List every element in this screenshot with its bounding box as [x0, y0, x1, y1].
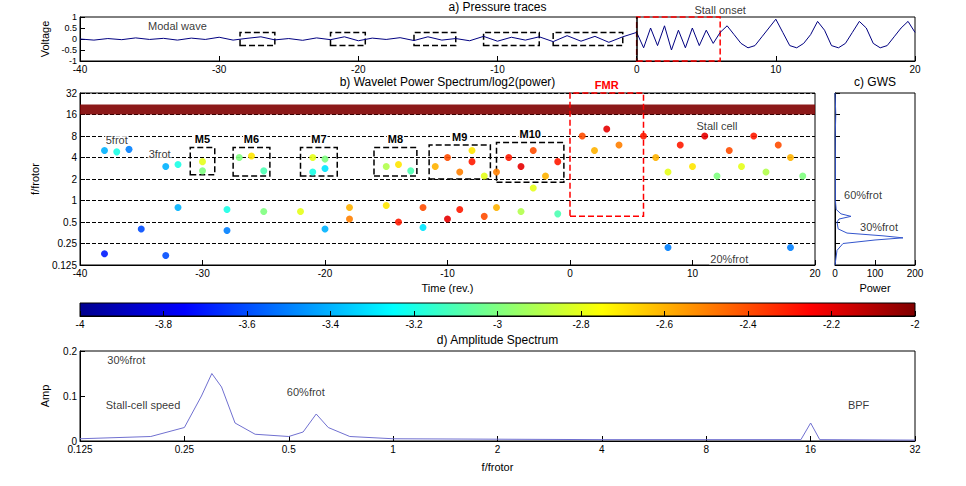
svg-text:-30: -30 — [212, 64, 227, 75]
svg-text:0.2: 0.2 — [63, 346, 77, 357]
svg-text:f/frotor: f/frotor — [482, 461, 514, 473]
svg-text:-10: -10 — [440, 268, 455, 279]
svg-text:-1: -1 — [69, 56, 77, 66]
svg-text:10: 10 — [687, 268, 699, 279]
svg-text:3frot: 3frot — [149, 148, 171, 160]
svg-text:0.125: 0.125 — [52, 259, 77, 271]
svg-text:16: 16 — [66, 109, 78, 120]
svg-text:d) Amplitude Spectrum: d) Amplitude Spectrum — [437, 333, 558, 347]
svg-text:0: 0 — [567, 268, 573, 279]
svg-text:16: 16 — [805, 444, 817, 455]
svg-text:f/frotor: f/frotor — [29, 163, 41, 195]
svg-text:1: 1 — [71, 195, 77, 206]
svg-text:4: 4 — [599, 444, 605, 455]
svg-text:5frot: 5frot — [106, 134, 128, 146]
svg-text:-2.8: -2.8 — [572, 319, 590, 330]
svg-text:-20: -20 — [351, 64, 366, 75]
svg-text:Time (rev.): Time (rev.) — [422, 282, 474, 294]
svg-text:100: 100 — [867, 268, 884, 279]
svg-text:Stall onset: Stall onset — [694, 4, 745, 16]
svg-text:-10: -10 — [490, 64, 505, 75]
svg-text:-40: -40 — [73, 268, 88, 279]
svg-text:c) GWS: c) GWS — [854, 75, 896, 89]
svg-text:30%frot: 30%frot — [860, 221, 898, 233]
svg-text:0.25: 0.25 — [175, 444, 195, 455]
svg-text:a) Pressure traces: a) Pressure traces — [448, 0, 546, 14]
svg-text:0.5: 0.5 — [64, 23, 77, 33]
svg-text:0: 0 — [832, 268, 838, 279]
svg-text:4: 4 — [71, 152, 77, 163]
svg-text:-2: -2 — [911, 319, 920, 330]
svg-text:20: 20 — [909, 64, 921, 75]
svg-text:-2.6: -2.6 — [656, 319, 674, 330]
svg-text:Stall cell: Stall cell — [697, 120, 738, 132]
svg-text:-3.8: -3.8 — [155, 319, 173, 330]
svg-text:Amp: Amp — [39, 385, 51, 408]
svg-text:-20: -20 — [318, 268, 333, 279]
svg-text:0.5: 0.5 — [63, 217, 77, 228]
svg-text:60%frot: 60%frot — [844, 189, 882, 201]
svg-text:b) Wavelet Power Spectrum/log2: b) Wavelet Power Spectrum/log2(power) — [340, 75, 556, 89]
svg-text:32: 32 — [66, 88, 78, 99]
svg-text:0: 0 — [71, 435, 77, 447]
svg-text:FMR: FMR — [595, 79, 619, 91]
svg-text:-40: -40 — [73, 64, 88, 75]
svg-text:M9: M9 — [452, 131, 467, 143]
svg-text:M8: M8 — [388, 133, 403, 145]
svg-text:M5: M5 — [195, 133, 210, 145]
svg-text:Voltage: Voltage — [39, 21, 51, 58]
svg-text:0.5: 0.5 — [282, 444, 296, 455]
svg-text:20: 20 — [809, 268, 821, 279]
svg-text:2: 2 — [495, 444, 501, 455]
svg-text:30%frot: 30%frot — [107, 354, 145, 366]
svg-text:8: 8 — [71, 131, 77, 142]
svg-text:-3.2: -3.2 — [405, 319, 423, 330]
svg-text:-0.5: -0.5 — [61, 45, 77, 55]
svg-text:-2.4: -2.4 — [739, 319, 757, 330]
svg-text:-3.4: -3.4 — [322, 319, 340, 330]
svg-text:0: 0 — [634, 64, 640, 75]
svg-text:-3: -3 — [493, 319, 502, 330]
svg-text:Stall-cell speed: Stall-cell speed — [106, 399, 181, 411]
svg-text:-4: -4 — [76, 319, 85, 330]
svg-text:8: 8 — [703, 444, 709, 455]
svg-text:0.1: 0.1 — [63, 391, 77, 402]
svg-text:32: 32 — [909, 444, 921, 455]
svg-text:2: 2 — [71, 174, 77, 185]
svg-text:0.25: 0.25 — [58, 238, 78, 249]
svg-text:Power: Power — [859, 282, 891, 294]
svg-text:Modal wave: Modal wave — [148, 20, 207, 32]
svg-text:M6: M6 — [244, 133, 259, 145]
svg-text:M10: M10 — [519, 128, 540, 140]
svg-text:-30: -30 — [195, 268, 210, 279]
svg-text:1: 1 — [390, 444, 396, 455]
svg-text:0.125: 0.125 — [67, 444, 92, 455]
svg-text:-3.6: -3.6 — [238, 319, 256, 330]
svg-text:-2.2: -2.2 — [823, 319, 841, 330]
svg-text:1: 1 — [72, 12, 77, 22]
svg-text:0: 0 — [72, 34, 77, 44]
svg-text:200: 200 — [907, 268, 924, 279]
svg-text:20%frot: 20%frot — [710, 253, 748, 265]
svg-text:10: 10 — [770, 64, 782, 75]
svg-text:BPF: BPF — [848, 399, 870, 411]
svg-text:60%frot: 60%frot — [287, 386, 325, 398]
svg-text:M7: M7 — [311, 133, 326, 145]
